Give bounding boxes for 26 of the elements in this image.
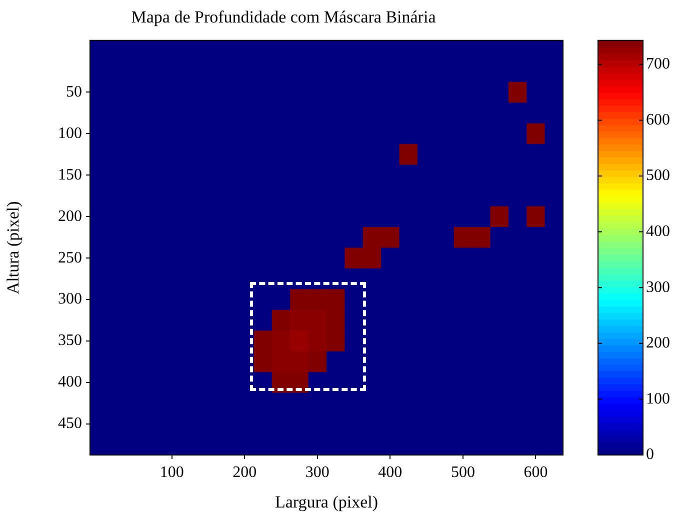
y-tick-label: 300	[58, 290, 82, 308]
y-tick-label: 450	[58, 415, 82, 432]
y-axis-title: Altura (pixel)	[4, 201, 23, 294]
x-tick-label: 100	[160, 464, 184, 481]
color-bar-label: 300	[646, 278, 670, 296]
x-tick-label: 600	[524, 464, 548, 481]
y-tick-label: 350	[58, 332, 82, 350]
chart-title: Mapa de Profundidade com Máscara Binária	[131, 8, 436, 27]
color-bar-label: 100	[646, 390, 670, 408]
y-tick-label: 400	[58, 374, 82, 391]
x-tick-label: 300	[305, 464, 330, 481]
y-tick-label: 250	[58, 249, 82, 266]
x-tick-label: 400	[378, 464, 402, 481]
x-tick-label: 200	[232, 464, 257, 481]
y-tick-label: 100	[58, 124, 82, 142]
color-bar-label: 0	[646, 446, 654, 464]
y-tick-label: 50	[66, 83, 82, 100]
color-bar-label: 600	[646, 111, 670, 128]
y-tick-label: 200	[58, 208, 82, 225]
y-tick-label: 150	[58, 166, 82, 184]
color-bar-label: 500	[646, 167, 670, 184]
x-tick-label: 500	[450, 464, 475, 481]
color-bar-label: 400	[646, 223, 670, 240]
x-axis-title: Largura (pixel)	[274, 492, 378, 512]
color-bar-label: 700	[646, 56, 670, 73]
color-bar-label: 200	[646, 334, 670, 352]
